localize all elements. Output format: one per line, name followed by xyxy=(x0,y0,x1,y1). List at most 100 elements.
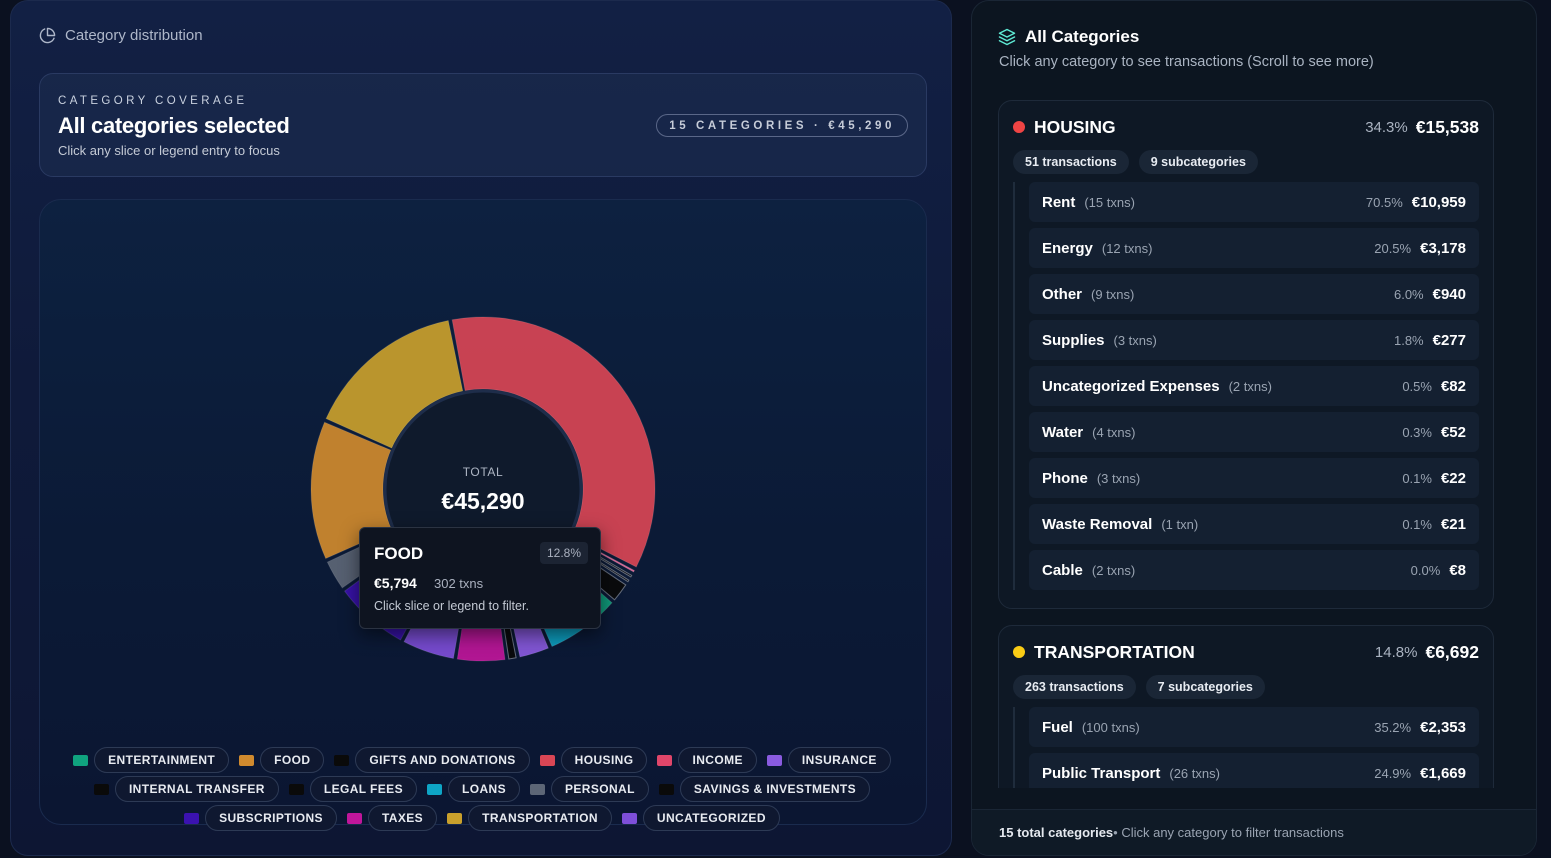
subcategory-transactions: (9 txns) xyxy=(1091,286,1135,302)
legend-entry[interactable]: INTERNAL TRANSFER xyxy=(93,776,279,802)
category-chip: 7 subcategories xyxy=(1145,675,1265,699)
donut-slice-food[interactable] xyxy=(310,421,393,560)
legend-label[interactable]: GIFTS AND DONATIONS xyxy=(355,747,530,773)
legend-label[interactable]: SUBSCRIPTIONS xyxy=(205,805,337,831)
subcategory-row[interactable]: Rent (15 txns) 70.5% €10,959 xyxy=(1029,182,1479,222)
donut-slice-housing[interactable] xyxy=(451,316,656,568)
legend-swatch xyxy=(288,783,304,795)
subcategory-percent: 35.2% xyxy=(1374,719,1412,735)
subcategory-list: Fuel (100 txns) 35.2% €2,353 Public Transpor… xyxy=(1013,707,1479,788)
subcategory-name: Rent xyxy=(1042,193,1076,211)
subcategory-row[interactable]: Energy (12 txns) 20.5% €3,178 xyxy=(1029,228,1479,268)
legend-label[interactable]: LOANS xyxy=(447,776,520,802)
subcategory-percent: 24.9% xyxy=(1374,765,1412,781)
category-percent: 34.3% xyxy=(1365,118,1408,136)
legend-label[interactable]: INTERNAL TRANSFER xyxy=(114,776,279,802)
all-categories-subtitle: Click any category to see transactions (… xyxy=(999,54,1374,70)
subcategory-row[interactable]: Public Transport (26 txns) 24.9% €1,669 xyxy=(1029,753,1479,788)
donut-center-total: €45,290 xyxy=(441,488,524,514)
subcategory-row[interactable]: Fuel (100 txns) 35.2% €2,353 xyxy=(1029,707,1479,747)
chart-legend: ENTERTAINMENT FOOD GIFTS AND DONATIONS HOUS… xyxy=(31,747,933,831)
legend-label[interactable]: LEGAL FEES xyxy=(309,776,417,802)
subcategory-transactions: (100 txns) xyxy=(1081,719,1140,735)
tooltip-hint: Click slice or legend to filter. xyxy=(374,599,529,613)
category-header[interactable]: HOUSING 34.3% €15,538 xyxy=(1013,115,1479,139)
legend-entry[interactable]: LOANS xyxy=(426,776,520,802)
donut-center-label: TOTAL xyxy=(463,465,504,479)
legend-entry[interactable]: UNCATEGORIZED xyxy=(621,805,780,831)
legend-swatch xyxy=(346,812,362,824)
subcategory-row[interactable]: Water (4 txns) 0.3% €52 xyxy=(1029,412,1479,452)
category-chip: 51 transactions xyxy=(1013,150,1129,174)
subcategory-amount: €1,669 xyxy=(1420,764,1466,782)
legend-label[interactable]: HOUSING xyxy=(560,747,648,773)
category-color-dot xyxy=(1013,121,1025,133)
subcategory-percent: 0.1% xyxy=(1402,470,1432,486)
category-header[interactable]: TRANSPORTATION 14.8% €6,692 xyxy=(1013,640,1479,664)
subcategory-name: Energy xyxy=(1042,239,1093,257)
legend-label[interactable]: TRANSPORTATION xyxy=(468,805,612,831)
legend-entry[interactable]: PERSONAL xyxy=(529,776,649,802)
subcategory-name: Supplies xyxy=(1042,331,1105,349)
coverage-title: All categories selected xyxy=(58,113,290,138)
legend-label[interactable]: INSURANCE xyxy=(787,747,891,773)
subcategory-row[interactable]: Waste Removal (1 txn) 0.1% €21 xyxy=(1029,504,1479,544)
subcategory-row[interactable]: Other (9 txns) 6.0% €940 xyxy=(1029,274,1479,314)
legend-entry[interactable]: INCOME xyxy=(657,747,757,773)
legend-entry[interactable]: HOUSING xyxy=(539,747,648,773)
subcategory-row[interactable]: Uncategorized Expenses (2 txns) 0.5% €82 xyxy=(1029,366,1479,406)
category-chip: 9 subcategories xyxy=(1138,150,1258,174)
subcategory-name: Uncategorized Expenses xyxy=(1042,377,1220,395)
category-chips: 51 transactions 9 subcategories xyxy=(1013,150,1479,174)
donut-chart: TOTAL €45,290 xyxy=(310,316,656,662)
legend-entry[interactable]: ENTERTAINMENT xyxy=(73,747,230,773)
legend-label[interactable]: ENTERTAINMENT xyxy=(94,747,230,773)
legend-label[interactable]: UNCATEGORIZED xyxy=(642,805,780,831)
legend-entry[interactable]: GIFTS AND DONATIONS xyxy=(334,747,530,773)
category-color-dot xyxy=(1013,646,1025,658)
legend-label[interactable]: SAVINGS & INVESTMENTS xyxy=(679,776,871,802)
subcategory-amount: €2,353 xyxy=(1420,718,1466,736)
subcategory-transactions: (26 txns) xyxy=(1169,765,1220,781)
legend-label[interactable]: TAXES xyxy=(367,805,438,831)
legend-entry[interactable]: TRANSPORTATION xyxy=(447,805,612,831)
legend-entry[interactable]: SUBSCRIPTIONS xyxy=(184,805,337,831)
subcategory-amount: €277 xyxy=(1432,331,1466,349)
subcategory-row[interactable]: Phone (3 txns) 0.1% €22 xyxy=(1029,458,1479,498)
category-chip: 263 transactions xyxy=(1013,675,1136,699)
donut-slice-transportation[interactable] xyxy=(325,319,464,449)
legend-entry[interactable]: SAVINGS & INVESTMENTS xyxy=(658,776,871,802)
panel-header: Category distribution xyxy=(39,27,203,44)
total-categories-count: 15 total categories xyxy=(999,825,1114,840)
subcategory-name: Waste Removal xyxy=(1042,515,1153,533)
legend-entry[interactable]: INSURANCE xyxy=(766,747,891,773)
category-card[interactable]: TRANSPORTATION 14.8% €6,692 263 transaction… xyxy=(998,625,1494,788)
subcategory-amount: €3,178 xyxy=(1420,239,1466,257)
subcategory-row[interactable]: Cable (2 txns) 0.0% €8 xyxy=(1029,550,1479,590)
category-card[interactable]: HOUSING 34.3% €15,538 51 transactions 9 subc… xyxy=(998,100,1494,609)
legend-entry[interactable]: FOOD xyxy=(239,747,325,773)
legend-label[interactable]: PERSONAL xyxy=(550,776,649,802)
subcategory-transactions: (2 txns) xyxy=(1091,562,1136,578)
legend-swatch xyxy=(766,754,782,766)
category-percent: 14.8% xyxy=(1374,643,1418,661)
category-name: HOUSING xyxy=(1034,116,1116,137)
category-list[interactable]: HOUSING 34.3% €15,538 51 transactions 9 subc… xyxy=(998,100,1494,788)
subcategory-percent: 0.0% xyxy=(1410,562,1441,578)
tooltip-amount: €5,794 xyxy=(374,575,417,591)
subcategory-percent: 20.5% xyxy=(1374,240,1412,256)
legend-label[interactable]: INCOME xyxy=(678,747,757,773)
subcategory-amount: €10,959 xyxy=(1411,193,1466,211)
tooltip-percent: 12.8% xyxy=(539,542,588,564)
legend-label[interactable]: FOOD xyxy=(260,747,325,773)
legend-entry[interactable]: LEGAL FEES xyxy=(288,776,417,802)
panel-header-label: Category distribution xyxy=(65,27,203,44)
legend-entry[interactable]: TAXES xyxy=(346,805,438,831)
legend-swatch xyxy=(657,754,673,766)
category-name: TRANSPORTATION xyxy=(1034,641,1195,662)
legend-swatch xyxy=(658,783,674,795)
category-distribution-panel: Category distribution CATEGORY COVERAGE … xyxy=(10,0,952,856)
category-amount: €15,538 xyxy=(1415,116,1479,137)
subcategory-row[interactable]: Supplies (3 txns) 1.8% €277 xyxy=(1029,320,1479,360)
subcategory-transactions: (1 txn) xyxy=(1161,516,1199,532)
